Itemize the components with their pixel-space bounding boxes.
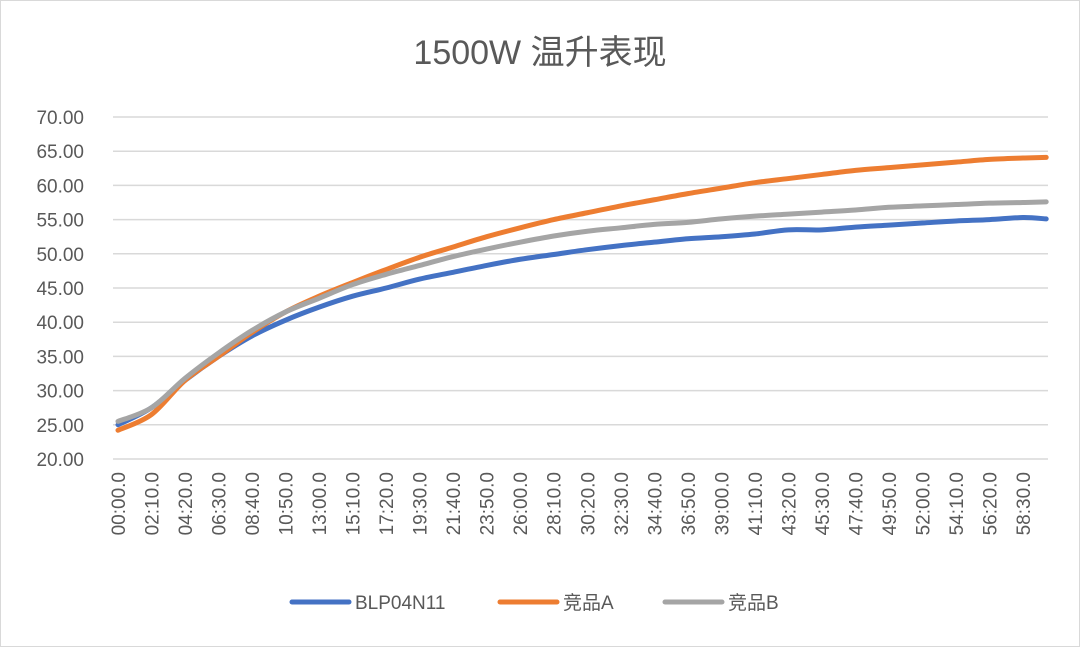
x-tick-label: 28:10.0 [545, 472, 566, 535]
y-tick-label: 70.00 [36, 108, 84, 129]
legend-label: 竞品A [563, 592, 614, 614]
chart-title: 1500W 温升表现 [413, 34, 666, 72]
y-tick-label: 20.00 [36, 450, 84, 471]
y-tick-label: 25.00 [36, 416, 84, 437]
x-tick-label: 36:50.0 [679, 472, 700, 535]
x-tick-label: 54:10.0 [947, 472, 968, 535]
x-tick-label: 34:40.0 [645, 472, 666, 535]
y-tick-label: 60.00 [36, 176, 84, 197]
x-tick-label: 15:10.0 [344, 472, 365, 535]
series-line-2 [115, 199, 1049, 424]
x-tick-label: 43:20.0 [779, 472, 800, 535]
x-tick-label: 26:00.0 [511, 472, 532, 535]
y-tick-label: 30.00 [36, 382, 84, 403]
x-tick-label: 23:50.0 [478, 472, 499, 535]
x-tick-label: 39:00.0 [712, 472, 733, 535]
x-tick-label: 13:00.0 [310, 472, 331, 535]
x-tick-label: 17:20.0 [377, 472, 398, 535]
x-tick-label: 52:00.0 [913, 472, 934, 535]
x-tick-label: 41:10.0 [746, 472, 767, 535]
x-tick-label: 32:30.0 [612, 472, 633, 535]
y-tick-label: 35.00 [36, 347, 84, 368]
series-line-0 [115, 215, 1049, 428]
y-tick-label: 40.00 [36, 313, 84, 334]
y-tick-label: 55.00 [36, 211, 84, 232]
x-tick-label: 04:20.0 [176, 472, 197, 535]
x-tick-label: 06:30.0 [210, 472, 231, 535]
y-tick-label: 50.00 [36, 245, 84, 266]
x-tick-label: 49:50.0 [880, 472, 901, 535]
x-tick-label: 19:30.0 [411, 472, 432, 535]
x-tick-label: 08:40.0 [243, 472, 264, 535]
x-tick-label: 30:20.0 [578, 472, 599, 535]
x-tick-label: 00:00.0 [109, 472, 130, 535]
x-tick-label: 21:40.0 [444, 472, 465, 535]
legend-label: BLP04N11 [355, 593, 446, 614]
x-tick-label: 47:40.0 [846, 472, 867, 535]
x-tick-label: 45:30.0 [813, 472, 834, 535]
y-tick-label: 65.00 [36, 142, 84, 163]
x-tick-label: 58:30.0 [1014, 472, 1035, 535]
x-tick-label: 02:10.0 [143, 472, 164, 535]
series-line-1 [115, 154, 1049, 433]
x-tick-label: 10:50.0 [277, 472, 298, 535]
legend-label: 竞品B [728, 592, 779, 614]
x-tick-label: 56:20.0 [980, 472, 1001, 535]
y-tick-label: 45.00 [36, 279, 84, 300]
